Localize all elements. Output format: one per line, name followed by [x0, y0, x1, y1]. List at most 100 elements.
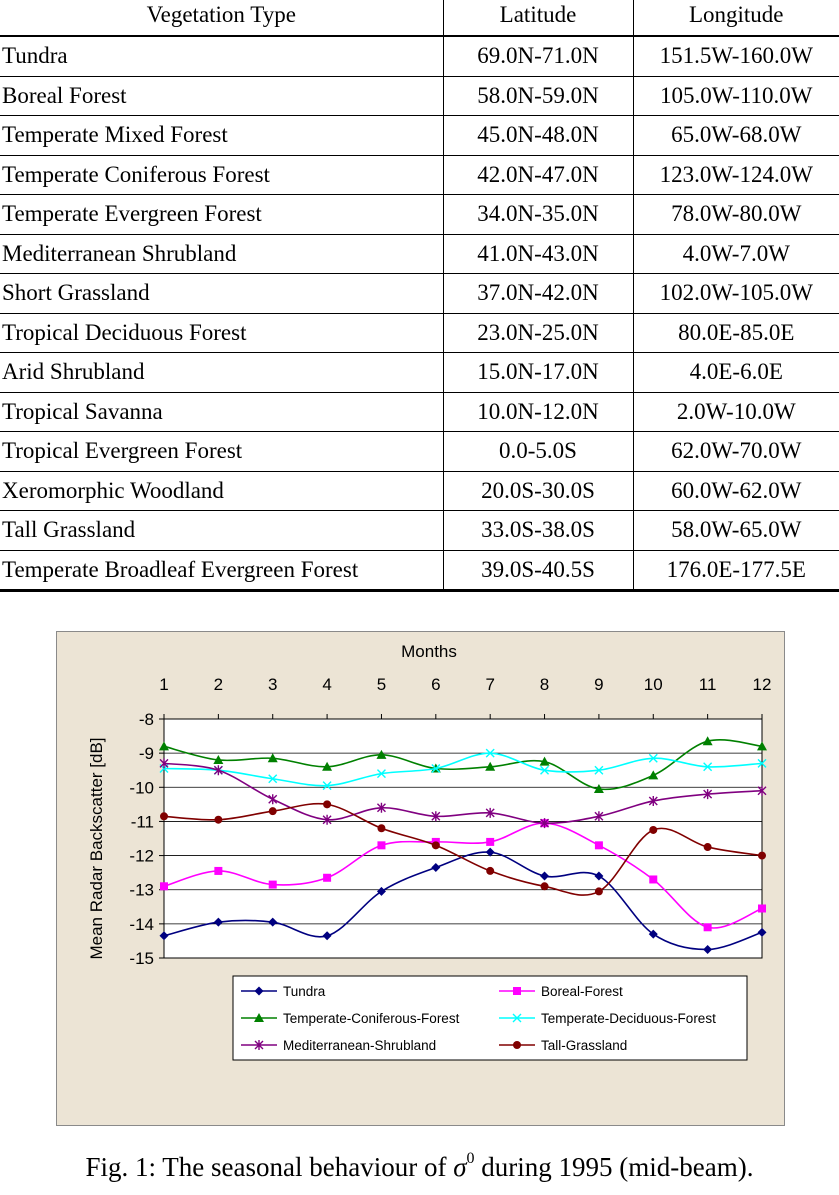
series-6-point [594, 887, 603, 896]
series-1-point [431, 863, 441, 873]
series-4-point [648, 753, 658, 763]
header-longitude: Longitude [632, 0, 839, 37]
vegetation-type-cell: Temperate Coniferous Forest [0, 155, 443, 195]
longitude-cell: 4.0E-6.0E [632, 352, 839, 393]
series-6-point [540, 882, 549, 891]
series-3-point [267, 753, 278, 763]
seasonal-backscatter-chart: -8 -9 -10 -11 -12 -13 -14 -15 1 2 3 4 5 6 7 8 9 10 11 12 Mon… [56, 631, 785, 1126]
series-6-point [268, 807, 277, 816]
series-5-point [540, 818, 550, 829]
series-5-point [648, 795, 658, 806]
series-5-point [594, 811, 604, 822]
series-6-point [377, 824, 386, 833]
series-1-point [159, 931, 169, 941]
series-1-point [322, 931, 332, 941]
figure-caption: Fig. 1: The seasonal behaviour of σ0 dur… [0, 1150, 839, 1183]
legend-swatch-marker [513, 1041, 521, 1049]
longitude-cell: 102.0W-105.0W [632, 273, 839, 314]
x-tick-label: 7 [485, 675, 494, 694]
series-4-point [376, 769, 386, 779]
y-tick-label: -11 [131, 812, 154, 831]
longitude-cell: 176.0E-177.5E [632, 550, 839, 592]
series-5-point [159, 758, 169, 769]
y-tick-label: -9 [139, 744, 154, 763]
series-5-point [431, 811, 441, 822]
legend-label: Tall-Grassland [541, 1038, 627, 1053]
latitude-cell: 69.0N-71.0N [442, 36, 633, 77]
x-tick-label: 8 [540, 675, 549, 694]
longitude-cell: 80.0E-85.0E [632, 313, 839, 353]
table-row: Tall Grassland 33.0S-38.0S 58.0W-65.0W [0, 510, 839, 551]
latitude-cell: 37.0N-42.0N [442, 273, 633, 314]
series-4-point [757, 758, 767, 768]
series-5-point [213, 765, 223, 776]
legend-swatch-marker [254, 1040, 264, 1050]
latitude-cell: 34.0N-35.0N [442, 194, 633, 235]
plot-area [163, 718, 763, 959]
x-tick-label: 11 [699, 675, 717, 694]
longitude-cell: 78.0W-80.0W [632, 194, 839, 235]
x-tick-label: 1 [159, 675, 168, 694]
table-row: Arid Shrubland 15.0N-17.0N 4.0E-6.0E [0, 352, 839, 393]
series-3-point [376, 749, 387, 759]
series-5-point [376, 802, 386, 813]
x-tick-label: 9 [594, 675, 603, 694]
series-1-point [213, 917, 223, 927]
table-header-row: Vegetation Type Latitude Longitude [0, 0, 839, 37]
legend-swatch-marker [512, 1013, 522, 1023]
table-row: Tropical Deciduous Forest 23.0N-25.0N 80.0… [0, 313, 839, 353]
series-2-point [268, 880, 277, 889]
longitude-cell: 65.0W-68.0W [632, 115, 839, 156]
legend-label: Mediterranean-Shrubland [283, 1038, 436, 1053]
x-axis-title: Months [401, 642, 457, 661]
vegetation-type-cell: Short Grassland [0, 273, 443, 314]
series-2-point [214, 866, 223, 875]
longitude-cell: 60.0W-62.0W [632, 471, 839, 511]
vegetation-table: Vegetation Type Latitude Longitude Tundr… [0, 0, 839, 592]
series-2-point [649, 875, 658, 884]
table-row: Xeromorphic Woodland 20.0S-30.0S 60.0W-62.… [0, 471, 839, 511]
vegetation-type-cell: Tropical Savanna [0, 392, 443, 432]
caption-suffix: during 1995 (mid-beam). [474, 1152, 754, 1182]
latitude-cell: 0.0-5.0S [442, 431, 633, 472]
table-row: Tundra 69.0N-71.0N 151.5W-160.0W [0, 36, 839, 77]
y-tick-label: -12 [129, 847, 154, 866]
series-3-point [702, 736, 713, 746]
series-5-point [322, 814, 332, 825]
longitude-cell: 62.0W-70.0W [632, 431, 839, 472]
series-2-point [377, 841, 386, 850]
series-3-point [539, 756, 550, 766]
vegetation-type-cell: Xeromorphic Woodland [0, 471, 443, 511]
x-tick-label: 10 [644, 675, 663, 694]
vegetation-type-cell: Boreal Forest [0, 76, 443, 116]
legend-swatch-marker [254, 986, 264, 996]
header-vegetation-type: Vegetation Type [0, 0, 443, 37]
chart-canvas: -8-9-10-11-12-13-14-151 2 3 4 5 6 7 8 9 10 11 12Mon… [87, 642, 771, 1061]
x-tick-label: 3 [268, 675, 277, 694]
series-4-point [540, 765, 550, 775]
series-4-point [703, 762, 713, 772]
series-5-point [485, 807, 495, 818]
series-line-5 [163, 762, 763, 824]
series-line-4 [163, 752, 763, 787]
x-tick-label: 5 [377, 675, 386, 694]
series-6-point [649, 825, 658, 834]
series-3-point [213, 754, 224, 764]
caption-prefix: Fig. 1: The seasonal behaviour of [85, 1152, 454, 1182]
latitude-cell: 39.0S-40.5S [442, 550, 633, 592]
series-2-point [486, 837, 495, 846]
table-row: Tropical Evergreen Forest 0.0-5.0S 62.0W-7… [0, 431, 839, 472]
table-row: Temperate Coniferous Forest 42.0N-47.0N 12… [0, 155, 839, 195]
series-1-point [376, 886, 386, 896]
series-6-point [214, 815, 223, 824]
series-3-point [485, 761, 496, 771]
series-4-point [268, 774, 278, 784]
caption-sigma-symbol: σ [453, 1152, 467, 1182]
latitude-cell: 58.0N-59.0N [442, 76, 633, 116]
series-1-point [594, 871, 604, 881]
vegetation-type-cell: Tropical Deciduous Forest [0, 313, 443, 353]
y-tick-label: -13 [129, 881, 154, 900]
latitude-cell: 45.0N-48.0N [442, 115, 633, 156]
latitude-cell: 10.0N-12.0N [442, 392, 633, 432]
latitude-cell: 42.0N-47.0N [442, 155, 633, 195]
